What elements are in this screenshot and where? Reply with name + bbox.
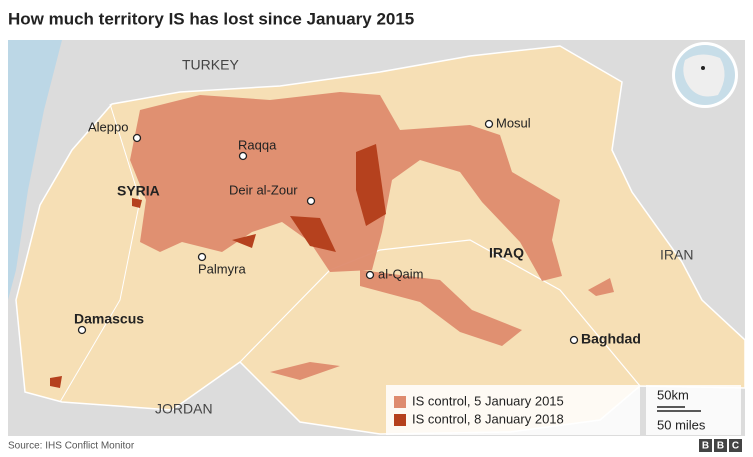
city-label: Baghdad (581, 331, 641, 347)
legend-label: IS control, 5 January 2015 (412, 393, 564, 408)
scale-label: 50km (657, 387, 689, 402)
city-label: Palmyra (198, 261, 246, 276)
country-label: JORDAN (155, 401, 213, 417)
scale-label: 50 miles (657, 417, 706, 432)
logo: B B C (699, 439, 742, 452)
title: How much territory IS has lost since Jan… (8, 9, 414, 28)
territory-2018 (132, 198, 142, 208)
globe-inset (672, 42, 738, 108)
source: Source: IHS Conflict Monitor (8, 441, 135, 452)
country-label: SYRIA (117, 183, 160, 199)
border (59, 103, 141, 403)
scale-box (646, 385, 741, 435)
territory-2018 (50, 376, 62, 388)
city-label: al-Qaim (378, 266, 424, 281)
city-label: Raqqa (238, 137, 277, 152)
border (239, 239, 641, 387)
city-label: Mosul (496, 115, 531, 130)
sea (8, 40, 62, 300)
legend-label: IS control, 8 January 2018 (412, 411, 564, 426)
country-label: IRAN (660, 247, 693, 263)
logo-letter: B (717, 441, 724, 452)
territory-2015 (588, 278, 614, 296)
territory-2018 (290, 216, 336, 252)
city-label: Damascus (74, 311, 144, 327)
country-label: TURKEY (182, 57, 239, 73)
city-label: Aleppo (88, 119, 128, 134)
territory-2015 (270, 362, 340, 380)
legend-swatch (394, 414, 406, 426)
territory-2018 (232, 234, 256, 248)
country-label: IRAQ (489, 245, 524, 261)
legend-swatch (394, 396, 406, 408)
territory-2015 (360, 270, 522, 346)
legend-box (386, 385, 640, 435)
logo-letter: B (702, 441, 709, 452)
territory-2018 (356, 144, 386, 226)
map: TURKEY SYRIA IRAQ IRAN JORDAN Aleppo Raq… (8, 40, 746, 436)
city-dots (77, 119, 579, 345)
logo-letter: C (732, 441, 739, 452)
city-label: Deir al-Zour (229, 182, 298, 197)
territory-2015 (130, 92, 562, 281)
